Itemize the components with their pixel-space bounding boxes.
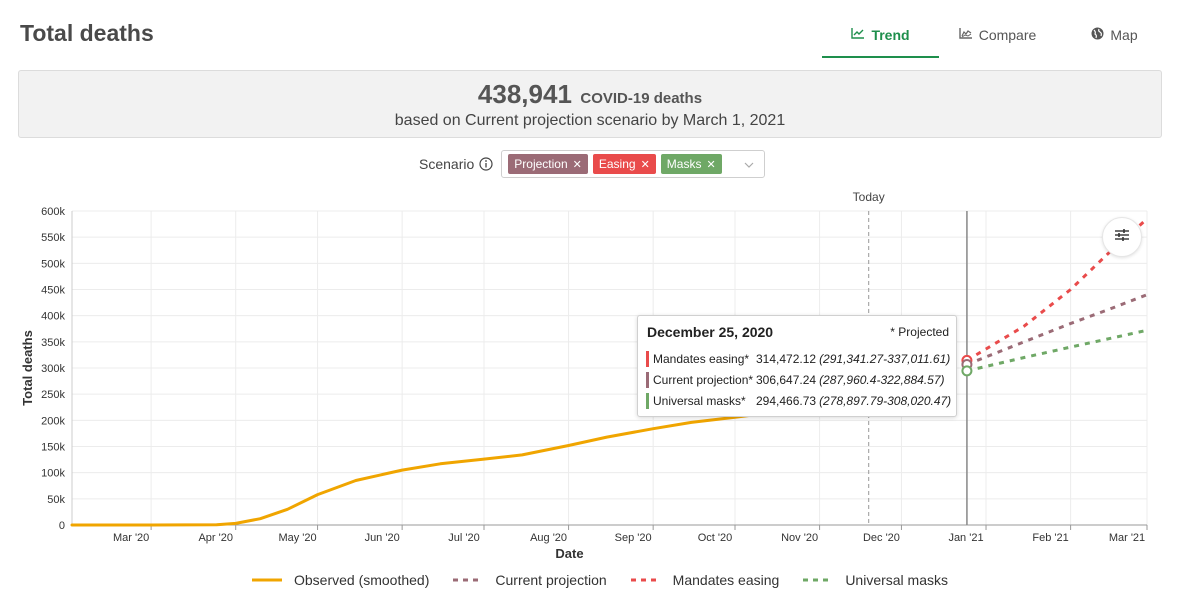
x-tick-label: Apr '20 <box>198 532 233 544</box>
tab-compare-label: Compare <box>978 27 1037 43</box>
legend-swatch <box>453 578 484 582</box>
x-tick-label: Jul '20 <box>448 532 479 544</box>
view-tabs: Trend Compare Map <box>822 22 1173 58</box>
tooltip-date: December 25, 2020 <box>647 324 774 340</box>
tooltip-row-masks: Universal masks* 294,466.73 (278,897.79-… <box>646 393 951 409</box>
tooltip-row-projection: Current projection* 306,647.24 (287,960.… <box>646 372 945 388</box>
tooltip-series-name: Mandates easing* <box>653 352 750 366</box>
chip-label: Easing <box>598 157 636 171</box>
globe-icon <box>1091 27 1104 40</box>
today-label: Today <box>853 190 885 204</box>
series-line-mandates-easing <box>966 217 1148 362</box>
x-tick-label: Feb '21 <box>1032 532 1068 544</box>
series-line-current-projection <box>966 293 1148 366</box>
tooltip-series-range: (287,960.4-322,884.57) <box>819 373 945 387</box>
scenario-chip-masks: Masks ✕ <box>660 154 722 174</box>
y-tick-label: 100k <box>41 468 65 480</box>
legend-label: Mandates easing <box>672 572 780 588</box>
scenario-filter: Scenario Projection ✕ Easing ✕ Masks ✕ <box>419 150 766 178</box>
x-tick-label: Oct '20 <box>698 532 733 544</box>
summary-subtitle: based on Current projection scenario by … <box>394 112 786 129</box>
series-swatch <box>646 351 649 367</box>
tooltip-series-name: Current projection* <box>653 373 754 387</box>
series-line-observed-smoothed- <box>70 412 762 527</box>
chip-label: Masks <box>666 157 702 171</box>
info-icon[interactable] <box>479 157 493 171</box>
chart-legend: Observed (smoothed) Current projection M… <box>0 572 1200 588</box>
x-tick-label: Jan '21 <box>948 532 983 544</box>
chip-label: Projection <box>514 157 568 171</box>
tooltip-series-value: 314,472.12 <box>756 352 817 366</box>
legend-swatch <box>803 578 834 582</box>
legend-label: Current projection <box>495 572 607 588</box>
x-tick-label: May '20 <box>278 532 316 544</box>
y-tick-label: 0 <box>59 520 65 532</box>
scenario-chip-easing: Easing ✕ <box>592 154 656 174</box>
tab-map-label: Map <box>1110 27 1138 43</box>
x-tick-label: Jun '20 <box>365 532 400 544</box>
legend-item-masks[interactable]: Universal masks <box>803 572 948 588</box>
death-count: 438,941 <box>477 79 572 109</box>
y-tick-label: 50k <box>47 494 65 506</box>
y-tick-label: 600k <box>41 206 65 218</box>
y-tick-label: 550k <box>41 232 65 244</box>
legend-label: Universal masks <box>845 572 949 588</box>
tooltip-series-range: (291,341.27-337,011.61) <box>819 352 951 366</box>
x-axis-label: Date <box>555 546 583 561</box>
y-tick-label: 400k <box>41 311 65 323</box>
scenario-chip-projection: Projection ✕ <box>508 154 588 174</box>
series-line-universal-masks <box>966 328 1148 373</box>
x-tick-label: Aug '20 <box>530 532 567 544</box>
legend-swatch <box>630 578 661 582</box>
hover-point <box>961 365 973 377</box>
x-tick-label: Dec '20 <box>863 532 900 544</box>
scenario-label: Scenario <box>419 156 475 172</box>
tab-compare[interactable]: Compare <box>939 22 1056 58</box>
chart-settings-button[interactable] <box>1102 217 1142 257</box>
tooltip-series-range: (278,897.79-308,020.47) <box>819 394 952 408</box>
line-chart-icon <box>851 27 865 39</box>
remove-icon[interactable]: ✕ <box>572 158 582 171</box>
summary-panel: 438,941 COVID-19 deaths based on Current… <box>18 70 1162 138</box>
tooltip-series-name: Universal masks* <box>653 394 746 408</box>
legend-label: Observed (smoothed) <box>293 572 430 588</box>
area-chart-icon <box>959 27 973 39</box>
legend-item-projection[interactable]: Current projection <box>453 572 607 588</box>
series-swatch <box>646 393 649 409</box>
chevron-down-icon[interactable] <box>744 157 754 171</box>
y-tick-label: 150k <box>41 442 65 454</box>
tooltip-note: * Projected <box>890 325 949 339</box>
legend-item-easing[interactable]: Mandates easing <box>630 572 780 588</box>
tooltip-series-value: 306,647.24 <box>756 373 817 387</box>
scenario-select[interactable]: Projection ✕ Easing ✕ Masks ✕ <box>501 150 766 178</box>
series-swatch <box>646 372 649 388</box>
y-tick-label: 250k <box>41 389 65 401</box>
tooltip-series-value: 294,466.73 <box>756 394 817 408</box>
death-count-unit: COVID-19 deaths <box>580 90 703 107</box>
tab-map[interactable]: Map <box>1056 22 1173 58</box>
y-tick-label: 300k <box>41 363 65 375</box>
tooltip-row-easing: Mandates easing* 314,472.12 (291,341.27-… <box>646 351 950 367</box>
tab-trend[interactable]: Trend <box>822 22 939 58</box>
sliders-icon <box>1114 228 1130 247</box>
legend-item-observed[interactable]: Observed (smoothed) <box>251 572 430 588</box>
deaths-line-chart: 0 50k 100k 150k 200k 250k 300k 350k 400k 450k 500k… <box>20 190 1148 561</box>
y-tick-label: 500k <box>41 258 65 270</box>
y-tick-label: 350k <box>41 337 65 349</box>
page-title: Total deaths <box>20 20 154 46</box>
y-axis-label: Total deaths <box>20 330 35 406</box>
tab-trend-label: Trend <box>871 27 910 43</box>
legend-swatch <box>251 578 282 582</box>
x-tick-label: Sep '20 <box>615 532 652 544</box>
y-tick-label: 450k <box>41 285 65 297</box>
remove-icon[interactable]: ✕ <box>706 158 716 171</box>
x-tick-label: Mar '21 <box>1109 532 1145 544</box>
remove-icon[interactable]: ✕ <box>640 158 650 171</box>
y-tick-label: 200k <box>41 415 65 427</box>
x-tick-label: Mar '20 <box>113 532 149 544</box>
x-tick-label: Nov '20 <box>781 532 818 544</box>
chart-tooltip: December 25, 2020 * Projected Mandates e… <box>637 315 957 417</box>
